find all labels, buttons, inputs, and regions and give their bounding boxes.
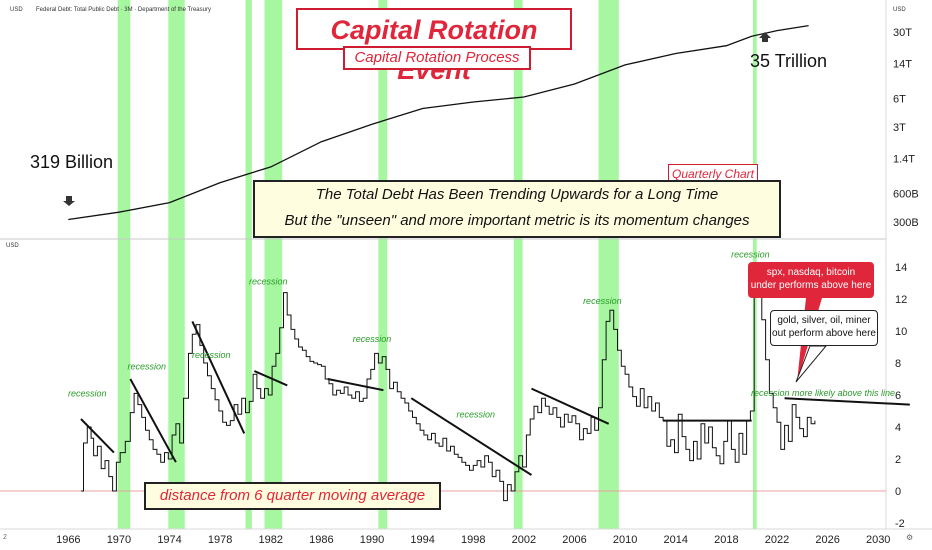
bottom-y-tick-label: 6 xyxy=(895,390,901,402)
main-title: Capital Rotation Event xyxy=(296,8,572,85)
top-y-tick-label: 3T xyxy=(893,122,906,134)
note-line-1: The Total Debt Has Been Trending Upwards… xyxy=(315,186,719,203)
trend-line xyxy=(784,397,910,406)
momentum-series xyxy=(81,268,816,502)
white-callout: gold, silver, oil, miner out perform abo… xyxy=(770,310,878,346)
bottom-y-tick-label: 0 xyxy=(895,486,901,498)
recession-label: recession xyxy=(583,296,622,306)
x-tick-label: 1990 xyxy=(360,534,384,546)
x-tick-label: 1970 xyxy=(107,534,131,546)
momentum-line xyxy=(81,268,816,502)
quarterly-chart-label: Quarterly Chart xyxy=(668,164,758,184)
trend-line xyxy=(410,397,533,476)
x-tick-label: 2022 xyxy=(765,534,789,546)
end-value-label: 35 Trillion xyxy=(750,51,828,71)
trend-line xyxy=(531,387,610,425)
x-tick-label: 2030 xyxy=(866,534,890,546)
threshold-label: recession more likely above this line xyxy=(751,388,896,398)
recession-label: recession xyxy=(731,249,770,259)
recession-labels: recession recession recession recession rece… xyxy=(68,249,770,419)
x-tick-label: 2010 xyxy=(613,534,637,546)
note-line-2: But the "unseen" and more important metr… xyxy=(284,212,750,229)
recession-label: recession xyxy=(353,334,392,344)
recession-label: recession xyxy=(192,350,231,360)
recession-band xyxy=(598,0,619,529)
x-tick-label: 1966 xyxy=(56,534,80,546)
x-tick-label: 1994 xyxy=(410,534,434,546)
trend-line xyxy=(129,378,177,463)
top-y-tick-label: 6T xyxy=(893,93,906,105)
x-tick-label: 1998 xyxy=(461,534,485,546)
top-y-axis: 30T 14T 6T 3T 1.4T 600B 300B xyxy=(893,27,919,229)
top-y-tick-label: 30T xyxy=(893,27,912,39)
down-arrow-icon xyxy=(63,196,75,206)
top-y-tick-label: 600B xyxy=(893,188,919,200)
top-y-tick-label: 14T xyxy=(893,58,912,70)
red-callout: spx, nasdaq, bitcoin under performs abov… xyxy=(748,262,874,298)
right-currency-label: USD xyxy=(893,7,906,13)
x-tick-label: 2026 xyxy=(815,534,839,546)
recession-band xyxy=(245,0,252,529)
bottom-y-tick-label: 8 xyxy=(895,358,901,370)
x-tick-label: 2002 xyxy=(512,534,536,546)
x-tick-label: 2014 xyxy=(663,534,687,546)
left-currency-label: USD xyxy=(10,7,23,13)
recession-band xyxy=(513,0,523,529)
recession-label: recession xyxy=(457,409,496,419)
x-tick-label: 1974 xyxy=(157,534,181,546)
x-tick-label: 1986 xyxy=(309,534,333,546)
start-value-label: 319 Billion xyxy=(30,152,114,172)
debt-series xyxy=(68,24,809,221)
recession-label: recession xyxy=(249,277,288,287)
trend-line xyxy=(253,370,288,387)
settings-icon[interactable]: ⚙ xyxy=(906,533,914,542)
x-tick-label: 1982 xyxy=(259,534,283,546)
bottom-y-tick-label: 10 xyxy=(895,326,907,338)
up-arrow-icon xyxy=(759,32,771,42)
recession-band xyxy=(168,0,185,529)
scale-mode-label: 2 xyxy=(3,534,7,541)
x-tick-label: 1978 xyxy=(208,534,232,546)
top-y-tick-label: 1.4T xyxy=(893,153,915,165)
trend-line xyxy=(191,320,246,434)
note-box: The Total Debt Has Been Trending Upwards… xyxy=(253,180,781,238)
top-y-tick-label: 300B xyxy=(893,217,919,229)
recession-band xyxy=(264,0,283,529)
lower-currency-label: USD xyxy=(6,243,19,249)
recession-bands xyxy=(117,0,757,529)
debt-line xyxy=(68,24,809,221)
bottom-y-tick-label: 2 xyxy=(895,454,901,466)
trend-line xyxy=(80,418,115,454)
distance-label: distance from 6 quarter moving average xyxy=(144,482,441,510)
x-tick-label: 2006 xyxy=(562,534,586,546)
recession-band xyxy=(378,0,388,529)
red-callout-line-1: spx, nasdaq, bitcoin xyxy=(766,267,856,278)
bottom-y-tick-label: 4 xyxy=(895,422,901,434)
white-callout-line-2: out perform above here xyxy=(772,328,876,339)
sub-title: Capital Rotation Process xyxy=(343,46,531,70)
red-callout-line-2: under performs above here xyxy=(750,280,872,291)
trend-lines xyxy=(80,320,910,476)
recession-band xyxy=(117,0,131,529)
bottom-y-tick-label: -2 xyxy=(895,518,905,530)
trend-line xyxy=(327,378,384,392)
x-tick-label: 2018 xyxy=(714,534,738,546)
series-title: Federal Debt: Total Public Debt · 3M · D… xyxy=(36,7,211,13)
recession-label: recession xyxy=(68,389,107,399)
recession-label: recession xyxy=(128,361,167,371)
bottom-y-tick-label: 12 xyxy=(895,294,907,306)
white-callout-line-1: gold, silver, oil, miner xyxy=(777,315,871,326)
bottom-y-axis: 14 12 10 8 6 4 2 0 -2 xyxy=(895,262,907,530)
white-callout-pointer xyxy=(795,345,828,383)
bottom-y-tick-label: 14 xyxy=(895,262,907,274)
x-axis: 1966 1970 1974 1978 1982 1986 1990 1994 1998 2002… xyxy=(56,534,890,546)
